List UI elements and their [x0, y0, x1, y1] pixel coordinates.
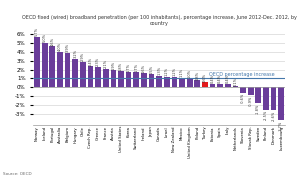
Text: 0.4%: 0.4%	[226, 74, 230, 83]
Bar	[110, 70, 116, 87]
Text: 3.9%: 3.9%	[66, 43, 70, 52]
Bar	[202, 82, 208, 87]
Bar	[225, 84, 231, 87]
Bar	[57, 52, 63, 87]
Bar	[210, 84, 215, 87]
Bar	[134, 72, 139, 87]
Bar	[118, 71, 124, 87]
Text: 1.7%: 1.7%	[134, 63, 138, 72]
Bar	[194, 80, 200, 87]
Text: 2.4%: 2.4%	[88, 57, 92, 66]
Text: 1.6%: 1.6%	[142, 64, 146, 73]
Text: 5.7%: 5.7%	[35, 27, 39, 36]
Bar	[42, 43, 48, 87]
Text: 2.3%: 2.3%	[96, 57, 100, 66]
Bar	[255, 87, 261, 103]
Text: OECD percentage increase: OECD percentage increase	[209, 72, 274, 77]
Text: 0.4%: 0.4%	[211, 74, 214, 83]
Bar	[103, 69, 109, 87]
Text: 2.1%: 2.1%	[104, 59, 108, 68]
Text: 1.7%: 1.7%	[127, 63, 130, 72]
Text: 1.9%: 1.9%	[111, 61, 116, 70]
Text: 1.2%: 1.2%	[165, 67, 169, 76]
Bar	[126, 72, 131, 87]
Bar	[248, 87, 254, 95]
Text: -2.5%: -2.5%	[264, 110, 268, 120]
Bar	[271, 87, 276, 110]
Text: 4.6%: 4.6%	[50, 37, 54, 46]
Bar	[217, 84, 223, 87]
Text: 1.1%: 1.1%	[180, 68, 184, 77]
Bar	[34, 37, 40, 87]
Bar	[172, 77, 177, 87]
Text: 0.8%: 0.8%	[195, 71, 199, 80]
Bar	[240, 87, 246, 93]
Text: -2.6%: -2.6%	[272, 111, 276, 121]
Bar	[88, 66, 93, 87]
Text: 1.2%: 1.2%	[172, 67, 176, 76]
Bar	[72, 59, 78, 87]
Bar	[95, 67, 101, 87]
Bar	[156, 76, 162, 87]
Bar	[141, 73, 147, 87]
Text: -1.8%: -1.8%	[256, 104, 260, 114]
Text: 0.6%: 0.6%	[203, 73, 207, 82]
Bar	[187, 78, 193, 87]
Text: 1.0%: 1.0%	[188, 69, 192, 78]
Text: 5.0%: 5.0%	[43, 33, 47, 42]
Title: OECD fixed (wired) broadband penetration (per 100 inhabitants), percentage incre: OECD fixed (wired) broadband penetration…	[22, 15, 297, 26]
Bar	[148, 74, 154, 87]
Text: 3.2%: 3.2%	[73, 49, 77, 58]
Text: -0.9%: -0.9%	[249, 96, 253, 106]
Bar	[179, 78, 185, 87]
Text: -3.7%: -3.7%	[279, 121, 283, 131]
Text: 1.8%: 1.8%	[119, 62, 123, 71]
Bar	[65, 53, 70, 87]
Bar	[164, 77, 169, 87]
Bar	[278, 87, 284, 120]
Text: 1.3%: 1.3%	[157, 66, 161, 75]
Text: 4.0%: 4.0%	[58, 42, 62, 51]
Text: 2.9%: 2.9%	[81, 52, 85, 61]
Text: 1.5%: 1.5%	[149, 65, 154, 74]
Bar	[50, 46, 55, 87]
Text: 0.1%: 0.1%	[233, 77, 237, 86]
Bar	[80, 62, 86, 87]
Text: -0.6%: -0.6%	[241, 93, 245, 103]
Text: 0.4%: 0.4%	[218, 74, 222, 83]
Text: Source: OECD: Source: OECD	[3, 172, 32, 176]
Bar	[263, 87, 269, 109]
